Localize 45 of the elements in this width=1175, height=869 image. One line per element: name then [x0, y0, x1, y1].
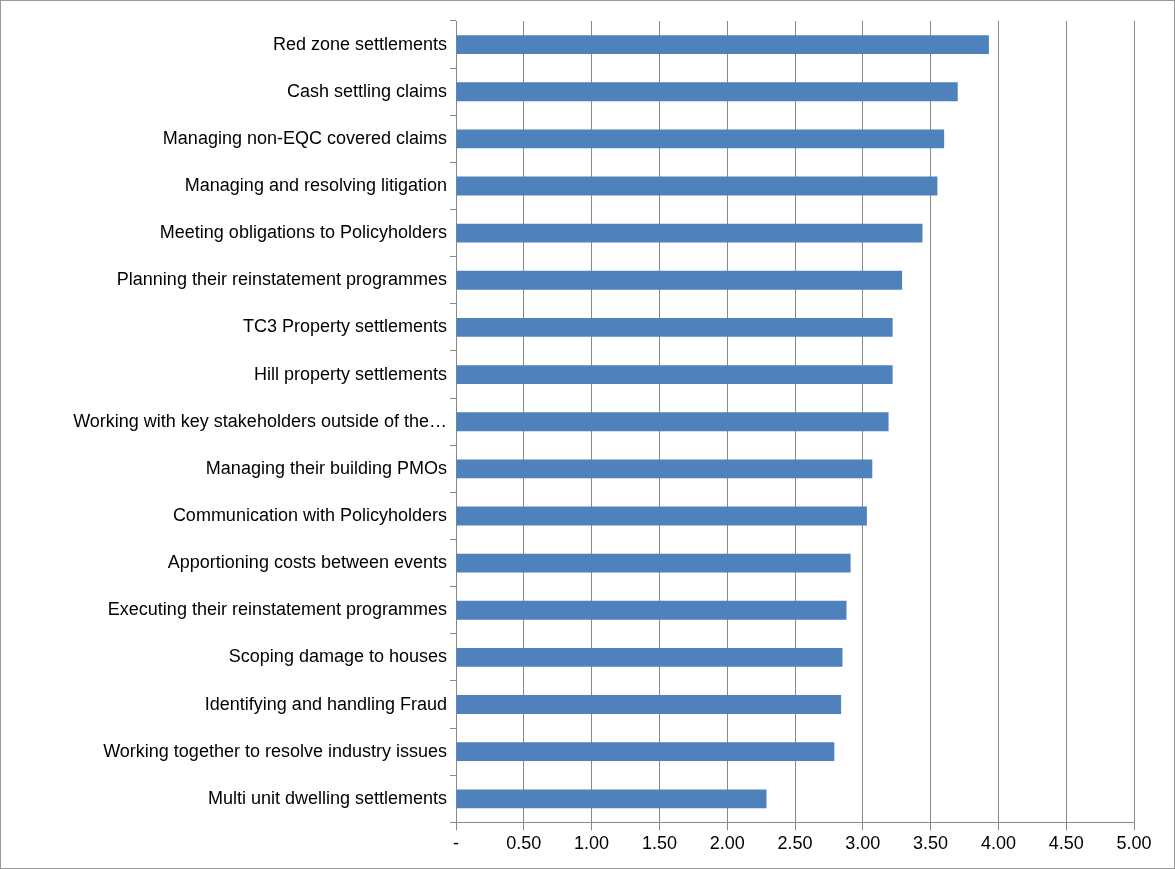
x-tick-label: 1.00	[574, 833, 610, 854]
y-tick-label: Working with key stakeholders outside of the…	[73, 410, 447, 431]
y-tick-label: Scoping damage to houses	[228, 646, 447, 667]
x-tick-label: 4.00	[980, 833, 1016, 854]
y-tick-label: Apportioning costs between events	[167, 552, 447, 573]
bar	[456, 600, 847, 620]
bar	[456, 695, 842, 714]
bar	[456, 317, 893, 337]
bar	[456, 647, 843, 667]
y-tick-label: Identifying and handling Fraud	[204, 693, 447, 714]
y-tick-label: Red zone settlements	[272, 33, 447, 54]
y-tick-label: Working together to resolve industry issues	[103, 740, 447, 761]
x-tick-label: 3.00	[845, 833, 881, 854]
x-tick-label: 2.50	[777, 833, 813, 854]
y-tick-label: Communication with Policyholders	[172, 504, 447, 525]
bar	[456, 789, 767, 809]
x-tick-label: 0.50	[506, 833, 542, 854]
y-tick-label: Executing their reinstatement programmes	[107, 599, 447, 620]
y-tick-label: Managing non-EQC covered claims	[162, 127, 447, 148]
x-tick-label: 3.50	[913, 833, 949, 854]
bar	[456, 82, 958, 102]
bar	[456, 412, 889, 432]
bar	[456, 176, 938, 196]
y-tick-label: TC3 Property settlements	[242, 316, 447, 337]
x-tick-label: 2.00	[709, 833, 745, 854]
y-tick-label: Planning their reinstatement programmes	[116, 269, 447, 290]
bar	[456, 506, 867, 526]
x-tick-label: 4.50	[1048, 833, 1084, 854]
y-tick-label: Meeting obligations to Policyholders	[159, 222, 447, 243]
bar	[456, 223, 923, 243]
y-tick-label: Hill property settlements	[253, 363, 447, 384]
bar	[456, 459, 873, 479]
bar	[456, 553, 851, 573]
bar	[456, 129, 945, 149]
y-tick-label: Cash settling claims	[286, 80, 447, 101]
bar	[456, 35, 989, 54]
bar	[456, 270, 903, 290]
x-tick-label: 1.50	[641, 833, 677, 854]
y-tick-label: Managing and resolving litigation	[184, 174, 447, 195]
y-tick-label: Multi unit dwelling settlements	[207, 787, 447, 808]
bar	[456, 742, 835, 762]
bar	[456, 365, 893, 384]
x-tick-label: -	[453, 833, 459, 854]
x-tick-label: 5.00	[1116, 833, 1152, 854]
y-tick-label: Managing their building PMOs	[205, 457, 447, 478]
